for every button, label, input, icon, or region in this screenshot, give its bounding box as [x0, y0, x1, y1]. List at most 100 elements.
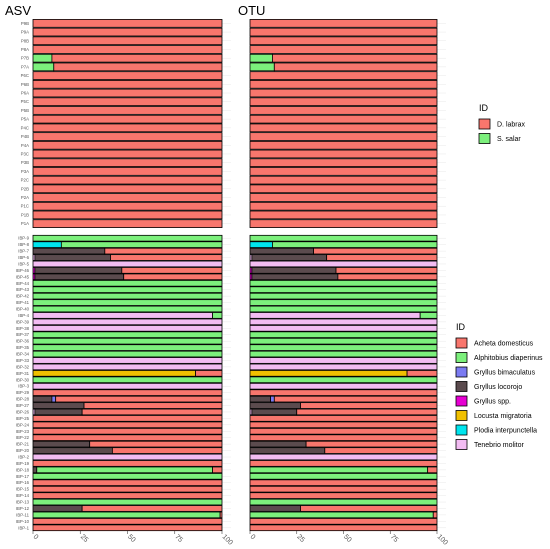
insect-bar-segment	[249, 511, 434, 519]
insect-bar-segment	[81, 408, 223, 416]
insect-legend-swatch	[455, 439, 468, 450]
fish-bar-segment	[249, 114, 438, 124]
fish-tick-label: P6B	[21, 82, 29, 87]
x-tick-label: 50	[342, 533, 353, 544]
insect-bar-segment	[32, 344, 223, 351]
insect-tick-label: IBP-32	[16, 364, 30, 369]
insect-legend-title: ID	[456, 322, 466, 332]
insect-legend-label: Gryllus spp.	[474, 399, 511, 406]
insect-tick-label: IBP-43	[16, 287, 30, 292]
insect-bar-segment	[249, 434, 438, 441]
insect-bar-segment	[249, 460, 438, 467]
fish-legend-swatch	[478, 133, 491, 144]
insect-bar-segment	[249, 473, 438, 480]
fish-bar-segment	[32, 167, 223, 176]
insect-bar-segment	[249, 286, 438, 293]
insect-legend-swatch	[455, 381, 468, 392]
x-tick-label: 100	[436, 533, 449, 546]
fish-bar-segment	[53, 62, 223, 72]
insect-bar-segment	[251, 254, 328, 261]
insect-bar-segment	[249, 312, 421, 319]
insect-bar-segment	[249, 337, 438, 345]
insect-bar-segment	[249, 363, 438, 371]
insect-bar-segment	[34, 254, 111, 261]
insect-bar-segment	[313, 247, 438, 255]
insect-tick-label: IBP-13	[16, 500, 30, 505]
insect-bar-segment	[273, 395, 438, 403]
insect-bar-segment	[32, 299, 223, 306]
fish-bar-segment	[32, 62, 55, 72]
insect-bar-segment	[32, 312, 213, 319]
fish-legend-label: S. salar	[497, 136, 521, 143]
insect-tick-label: IBP-26	[16, 409, 30, 414]
fish-bar-segment	[32, 175, 223, 185]
insect-bar-segment	[32, 292, 223, 300]
fish-tick-label: P1C	[21, 204, 29, 209]
fish-bar-segment	[32, 123, 223, 133]
insect-bar-segment	[32, 492, 223, 499]
insect-bar-segment	[249, 292, 438, 300]
insect-bar-segment	[81, 505, 223, 512]
insect-bar-segment	[32, 389, 223, 396]
insect-bar-segment	[406, 370, 438, 377]
insect-bar-segment	[335, 267, 438, 274]
fish-bar-segment	[32, 97, 223, 107]
fish-tick-label: P4C	[21, 125, 29, 130]
fish-bar-segment	[32, 210, 223, 220]
x-tick-label: 100	[221, 533, 234, 546]
fish-tick-label: P7A	[21, 64, 29, 69]
insect-bar-segment	[60, 241, 223, 248]
insect-bar-segment	[32, 241, 62, 248]
insect-bar-segment	[249, 331, 438, 339]
x-tick-label: 0	[249, 533, 257, 541]
fish-bar-segment	[249, 71, 438, 80]
fish-bar-segment	[249, 36, 438, 46]
fish-bar-segment	[32, 71, 223, 80]
insect-tick-label: IBP-39	[16, 319, 30, 324]
insect-bar-segment	[249, 234, 438, 242]
insect-bar-segment	[32, 415, 223, 422]
insect-bar-segment	[32, 363, 223, 371]
fish-tick-label: P2A	[21, 195, 29, 200]
insect-tick-label: IBP-10	[16, 519, 30, 524]
insect-bar-segment	[32, 395, 53, 403]
insect-tick-label: IBP-8	[18, 242, 29, 247]
insect-tick-label: IBP-21	[16, 442, 30, 447]
insect-tick-label: IBP-5	[18, 261, 29, 266]
fish-bar-segment	[249, 193, 438, 202]
insect-bar-segment	[32, 421, 223, 429]
insect-legend-label: Alphitobius diaperinus	[474, 355, 543, 362]
fish-bar-segment	[32, 27, 223, 37]
insect-bar-segment	[251, 267, 337, 274]
insect-bar-segment	[55, 395, 223, 403]
fish-bar-segment	[249, 158, 438, 168]
x-tick-label: 25	[79, 533, 90, 544]
fish-bar-segment	[51, 53, 223, 63]
insect-tick-label: IBP-6	[18, 255, 29, 260]
fish-bar-segment	[249, 201, 438, 211]
insect-bar-segment	[219, 511, 223, 519]
fish-bar-segment	[32, 132, 223, 141]
fish-tick-label: P6A	[21, 91, 29, 96]
insect-bar-segment	[249, 466, 429, 474]
fish-bar-segment	[249, 140, 438, 150]
insect-bar-segment	[249, 279, 438, 287]
insect-tick-label: IBP-45	[16, 274, 30, 279]
insect-bar-segment	[272, 241, 438, 248]
insect-bar-segment	[32, 376, 223, 384]
insect-bar-segment	[110, 254, 223, 261]
insect-bar-segment	[249, 382, 438, 390]
fish-legend-label: D. labrax	[497, 122, 526, 129]
insect-bar-segment	[111, 447, 223, 454]
insect-tick-label: IBP-12	[16, 506, 30, 511]
insect-bar-segment	[123, 273, 223, 281]
insect-legend-swatch	[455, 352, 468, 363]
fish-tick-label: P5B	[21, 108, 29, 113]
fish-bar-segment	[249, 62, 275, 72]
insect-bar-segment	[270, 395, 275, 403]
insect-tick-label: IBP-18	[16, 467, 30, 472]
insect-bar-segment	[32, 460, 223, 467]
fish-bar-segment	[249, 219, 438, 228]
insect-legend-label: Plodia interpunctella	[474, 428, 537, 435]
fish-bar-segment	[249, 27, 438, 37]
